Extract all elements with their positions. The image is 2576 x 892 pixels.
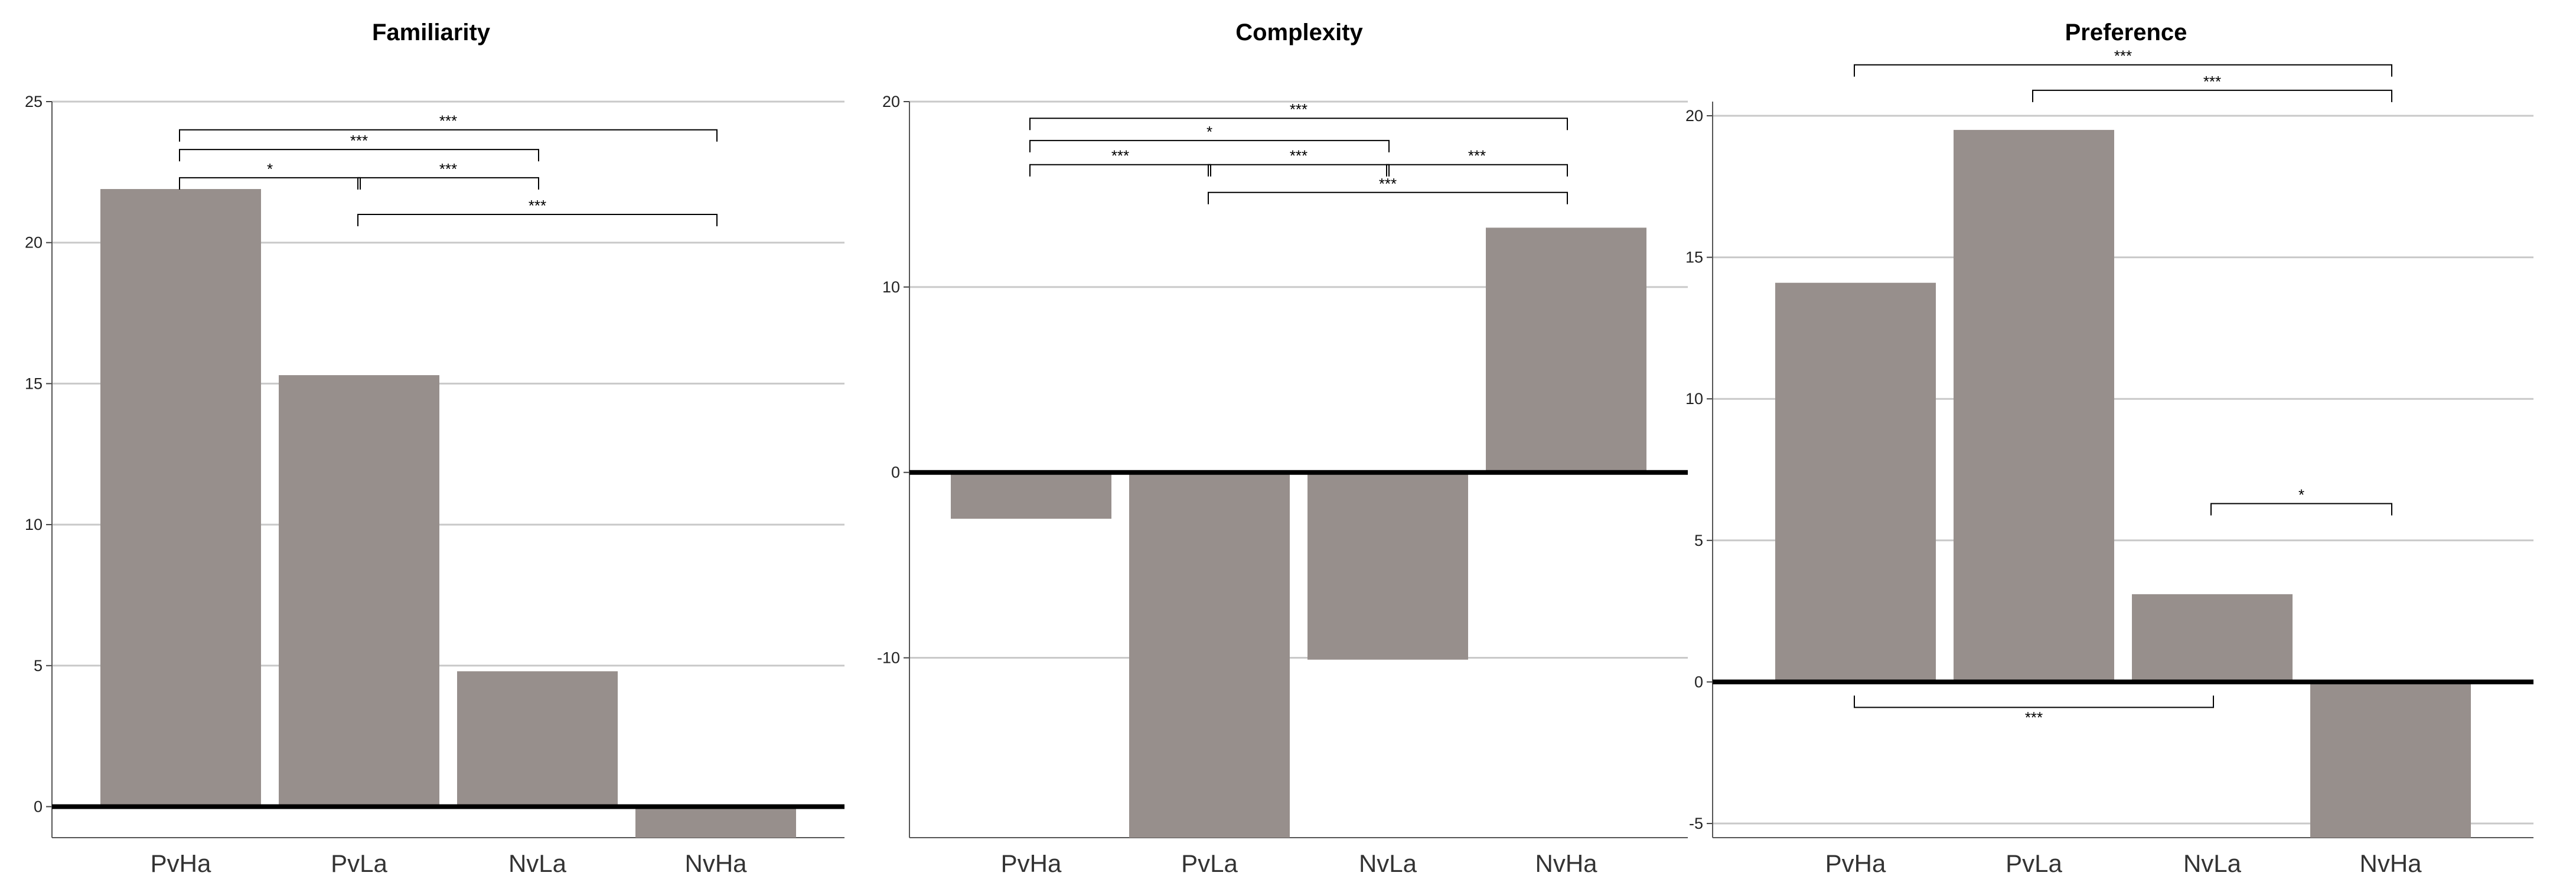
chart-title: Preference [2065, 19, 2187, 45]
bracket-line [357, 177, 539, 190]
chart-title: Familiarity [372, 19, 491, 45]
significance-bracket: *** [1029, 100, 1568, 131]
x-tick-label: PvLa [1181, 849, 1238, 877]
x-tick-label: PvLa [331, 849, 387, 877]
bracket-line [2032, 89, 2392, 102]
significance-label: *** [1468, 147, 1486, 165]
significance-bracket: * [2210, 486, 2392, 516]
significance-label: *** [2025, 709, 2043, 727]
significance-label: *** [1111, 147, 1129, 165]
y-tick-label: 0 [891, 464, 900, 481]
bar-nvha [1486, 227, 1646, 473]
significance-label: *** [439, 160, 457, 178]
bracket-line [357, 213, 718, 226]
y-tick-label: 20 [882, 93, 900, 110]
bracket-line [1029, 139, 1390, 152]
significance-bracket: * [179, 160, 361, 190]
bar-nvha [2310, 682, 2471, 838]
significance-bracket: *** [1208, 147, 1390, 177]
x-tick-label: NvLa [1359, 849, 1417, 877]
bracket-line [1029, 164, 1211, 177]
significance-label: *** [529, 197, 546, 214]
x-tick-label: NvLa [508, 849, 567, 877]
chart-title: Complexity [1235, 19, 1363, 45]
significance-label: *** [2114, 47, 2132, 65]
significance-bracket: *** [357, 160, 539, 190]
y-tick-label: 5 [34, 657, 43, 675]
significance-label: *** [350, 132, 368, 149]
bar-nvla [1307, 472, 1468, 660]
significance-bracket: *** [357, 197, 718, 226]
bar-pvha [951, 472, 1111, 519]
y-tick-label: 10 [1685, 390, 1703, 408]
significance-label: *** [1379, 175, 1397, 193]
significance-bracket: *** [2032, 73, 2392, 102]
x-tick-label: NvHa [1535, 849, 1597, 877]
x-tick-label: PvHa [151, 849, 211, 877]
significance-label: * [2298, 486, 2304, 504]
x-tick-label: PvHa [1001, 849, 1062, 877]
bar-pvla [1129, 472, 1290, 838]
bar-nvha [635, 806, 796, 838]
y-tick-label: -10 [877, 649, 900, 667]
significance-label: *** [2203, 73, 2221, 90]
y-tick-label: 20 [25, 234, 43, 252]
y-tick-label: 15 [1685, 249, 1703, 266]
bracket-line [1208, 164, 1390, 177]
significance-bracket: *** [1854, 695, 2214, 727]
bracket-line [179, 129, 718, 142]
significance-label: *** [1290, 147, 1307, 165]
significance-label: * [267, 160, 273, 178]
significance-bracket: *** [1854, 47, 2392, 77]
y-tick-label: 0 [1694, 673, 1703, 691]
bracket-line [179, 149, 539, 162]
significance-label: *** [439, 112, 457, 130]
bracket-line [1029, 118, 1568, 131]
bracket-line [179, 177, 361, 190]
x-tick-label: NvLa [2183, 849, 2242, 877]
bar-nvla [2132, 594, 2293, 682]
y-tick-label: 0 [34, 797, 43, 815]
significance-bracket: *** [1386, 147, 1568, 177]
bar-pvla [1954, 129, 2114, 682]
bar-nvla [457, 671, 618, 807]
significance-bracket: *** [179, 112, 718, 142]
x-tick-label: NvHa [2359, 849, 2422, 877]
x-tick-label: PvHa [1825, 849, 1886, 877]
x-tick-label: NvHa [684, 849, 747, 877]
bracket-line [1386, 164, 1568, 177]
bracket-line [1854, 695, 2214, 708]
y-tick-label: 10 [25, 516, 43, 533]
bracket-line [1208, 191, 1568, 204]
significance-bracket: * [1029, 123, 1390, 152]
bar-pvla [279, 375, 439, 807]
bracket-line [2210, 503, 2392, 516]
bar-pvha [100, 188, 261, 807]
y-tick-label: 10 [882, 278, 900, 296]
significance-bracket: *** [1029, 147, 1211, 177]
bar-pvha [1775, 282, 1936, 682]
y-tick-label: 20 [1685, 107, 1703, 125]
significance-bracket: *** [179, 132, 539, 162]
bracket-line [1854, 64, 2392, 77]
y-tick-label: 15 [25, 375, 43, 392]
y-tick-label: -5 [1689, 815, 1703, 832]
significance-bracket: *** [1208, 175, 1568, 204]
significance-label: * [1207, 123, 1212, 141]
y-tick-label: 25 [25, 93, 43, 110]
y-tick-label: 5 [1694, 532, 1703, 549]
significance-label: *** [1290, 100, 1307, 118]
x-tick-label: PvLa [2006, 849, 2062, 877]
